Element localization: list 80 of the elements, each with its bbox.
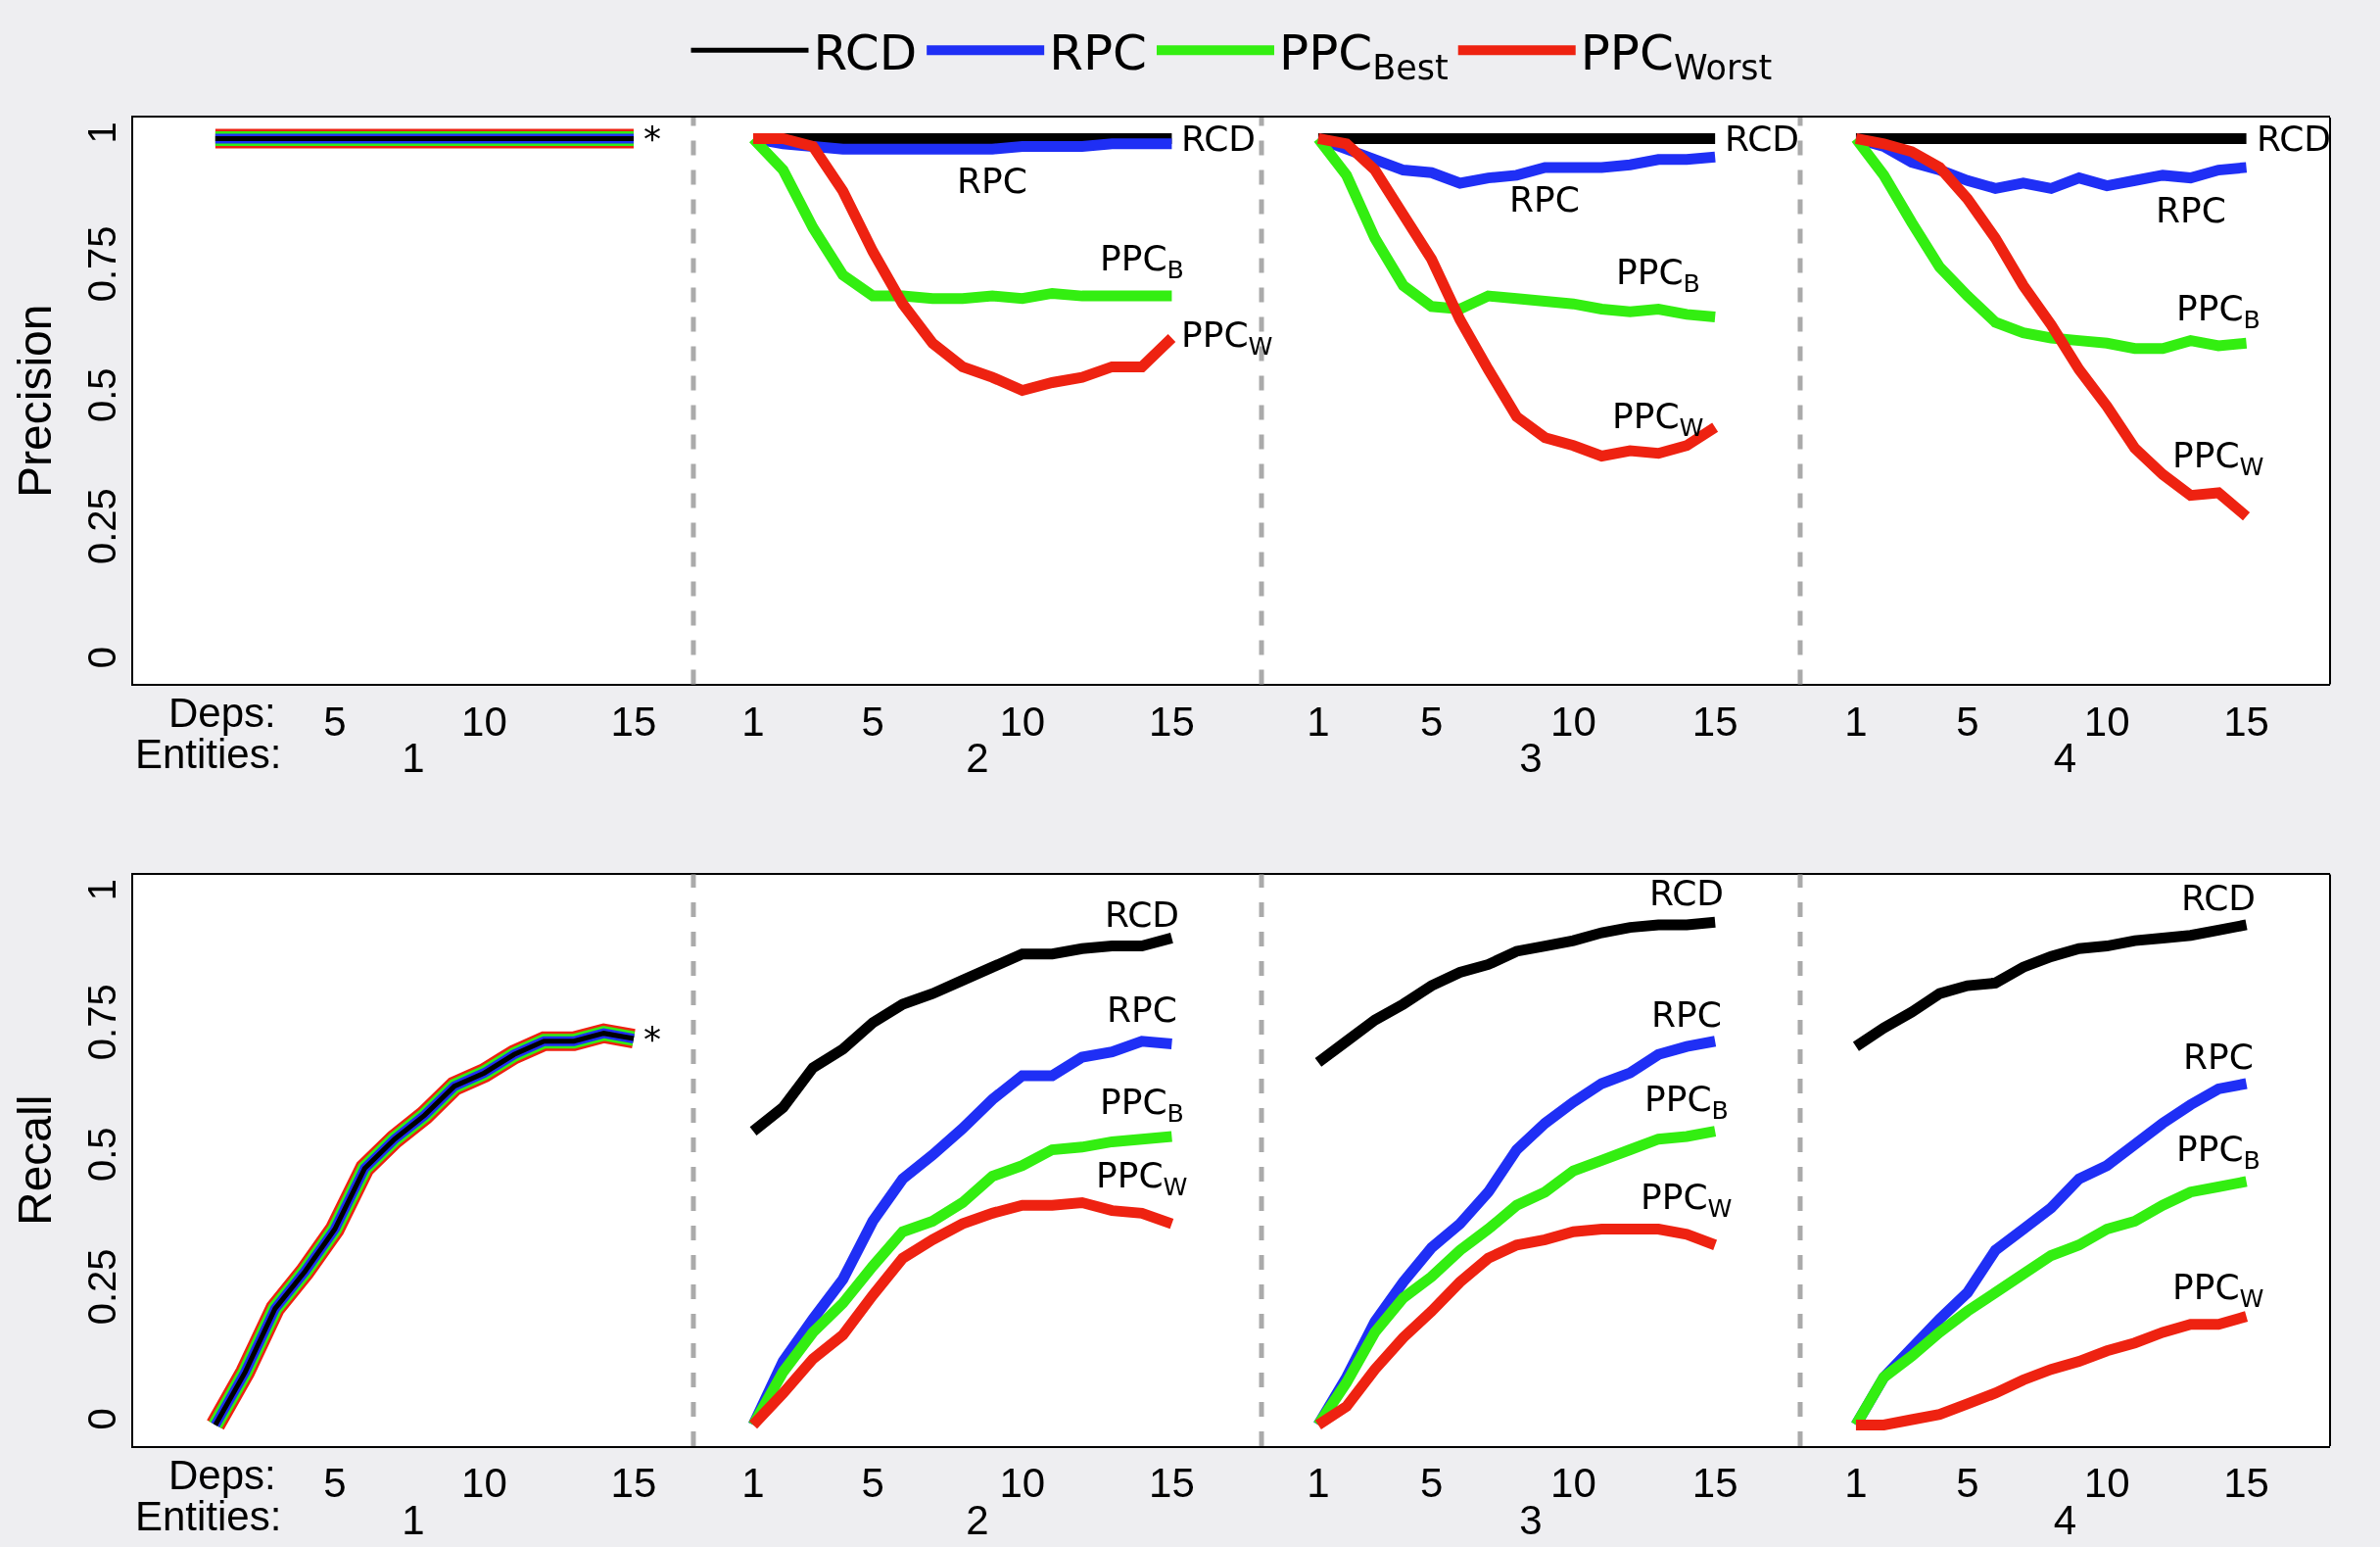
annotation: RCD xyxy=(1649,873,1725,913)
x-tick-label: 10 xyxy=(999,1460,1046,1507)
x-tick-label: 15 xyxy=(1149,698,1195,745)
x-tick-label: 1 xyxy=(741,698,765,745)
y-axis-title: Recall xyxy=(9,1094,62,1226)
x-tick-label: 5 xyxy=(1956,698,1979,745)
legend-label: PPC$_{Worst}$ xyxy=(1580,24,1773,88)
annotation: RPC xyxy=(1107,990,1177,1030)
annotation: RPC xyxy=(1509,179,1580,219)
annotation: PPC$_{W}$ xyxy=(2172,435,2264,481)
x-tick-label: 10 xyxy=(2083,1460,2130,1507)
x-tick-label: 5 xyxy=(1956,1460,1979,1507)
x-tick-label: 10 xyxy=(461,698,507,745)
y-tick-label: 0.75 xyxy=(80,225,123,303)
annotation: RPC xyxy=(957,161,1027,201)
x-tick-label: 15 xyxy=(610,1460,657,1507)
x-tick-label: 10 xyxy=(2083,698,2130,745)
y-tick-label: 0.25 xyxy=(80,488,123,565)
y-tick-label: 0 xyxy=(80,1408,123,1430)
x-axis-title: 1 xyxy=(402,1496,425,1543)
x-tick-label: 1 xyxy=(1307,1460,1330,1507)
x-tick-label: 5 xyxy=(323,1460,347,1507)
annotation: PPC$_{W}$ xyxy=(1181,314,1273,361)
annotation: RCD xyxy=(2181,878,2257,918)
x-axis-title: 1 xyxy=(402,735,425,782)
annotation: PPC$_{B}$ xyxy=(2176,1129,2261,1175)
x-axis-title: 3 xyxy=(1519,735,1543,782)
legend-label: PPC$_{Best}$ xyxy=(1278,24,1449,88)
annotation: PPC$_{W}$ xyxy=(1096,1155,1188,1201)
annotation: RPC xyxy=(2156,190,2226,230)
legend-label: RCD xyxy=(813,24,918,81)
x-axis-title: 3 xyxy=(1519,1496,1543,1543)
x-tick-label: 15 xyxy=(1691,1460,1738,1507)
x-tick-label: 15 xyxy=(2223,1460,2269,1507)
annotation: PPC$_{B}$ xyxy=(1616,252,1700,298)
annotation: RCD xyxy=(1105,894,1180,935)
x-axis-title: 4 xyxy=(2053,1496,2077,1543)
annotation: PPC$_{B}$ xyxy=(1100,1082,1184,1128)
x-tick-label: 15 xyxy=(2223,698,2269,745)
y-tick-label: 0.25 xyxy=(80,1248,123,1326)
x-tick-label: 10 xyxy=(461,1460,507,1507)
annotation: PPC$_{W}$ xyxy=(1641,1177,1733,1223)
y-tick-label: 0.5 xyxy=(80,1127,123,1183)
annotation: RCD xyxy=(2257,119,2332,159)
x-tick-label: 5 xyxy=(1420,698,1444,745)
x-tick-label: 5 xyxy=(861,698,884,745)
x-tick-label: 10 xyxy=(1550,1460,1596,1507)
x-tick-label: 15 xyxy=(1691,698,1738,745)
y-tick-label: 0.75 xyxy=(80,984,123,1061)
annotation: PPC$_{B}$ xyxy=(2176,288,2261,334)
y-tick-label: 1 xyxy=(80,121,123,144)
annotation: RCD xyxy=(1725,119,1800,159)
x-tick-label: 5 xyxy=(861,1460,884,1507)
x-axis-title: 2 xyxy=(966,1496,989,1543)
x-axis-title: 2 xyxy=(966,735,989,782)
y-tick-label: 0.5 xyxy=(80,367,123,423)
annotation: RPC xyxy=(2183,1037,2254,1077)
x-tick-label: 1 xyxy=(741,1460,765,1507)
x-tick-label: 1 xyxy=(1844,1460,1868,1507)
x-tick-label: 1 xyxy=(1307,698,1330,745)
annotation: PPC$_{W}$ xyxy=(1612,396,1704,442)
x-tick-label: 5 xyxy=(1420,1460,1444,1507)
x-tick-label: 1 xyxy=(1844,698,1868,745)
y-tick-label: 0 xyxy=(80,646,123,669)
annotation: * xyxy=(643,1019,661,1059)
annotation: PPC$_{W}$ xyxy=(2172,1267,2264,1313)
legend-label: RPC xyxy=(1049,24,1147,81)
annotation: PPC$_{B}$ xyxy=(1644,1079,1729,1125)
x-tick-label: 15 xyxy=(1149,1460,1195,1507)
x-tick-label: 10 xyxy=(1550,698,1596,745)
annotation: PPC$_{B}$ xyxy=(1100,238,1184,284)
x-tick-label: 15 xyxy=(610,698,657,745)
annotation: RPC xyxy=(1651,994,1722,1035)
x-tick-label: 5 xyxy=(323,698,347,745)
y-axis-title: Precision xyxy=(9,304,62,498)
y-tick-label: 1 xyxy=(80,879,123,901)
annotation: * xyxy=(643,119,661,159)
x-axis-title: 4 xyxy=(2053,735,2077,782)
x-tick-label: 10 xyxy=(999,698,1046,745)
annotation: RCD xyxy=(1181,119,1257,159)
